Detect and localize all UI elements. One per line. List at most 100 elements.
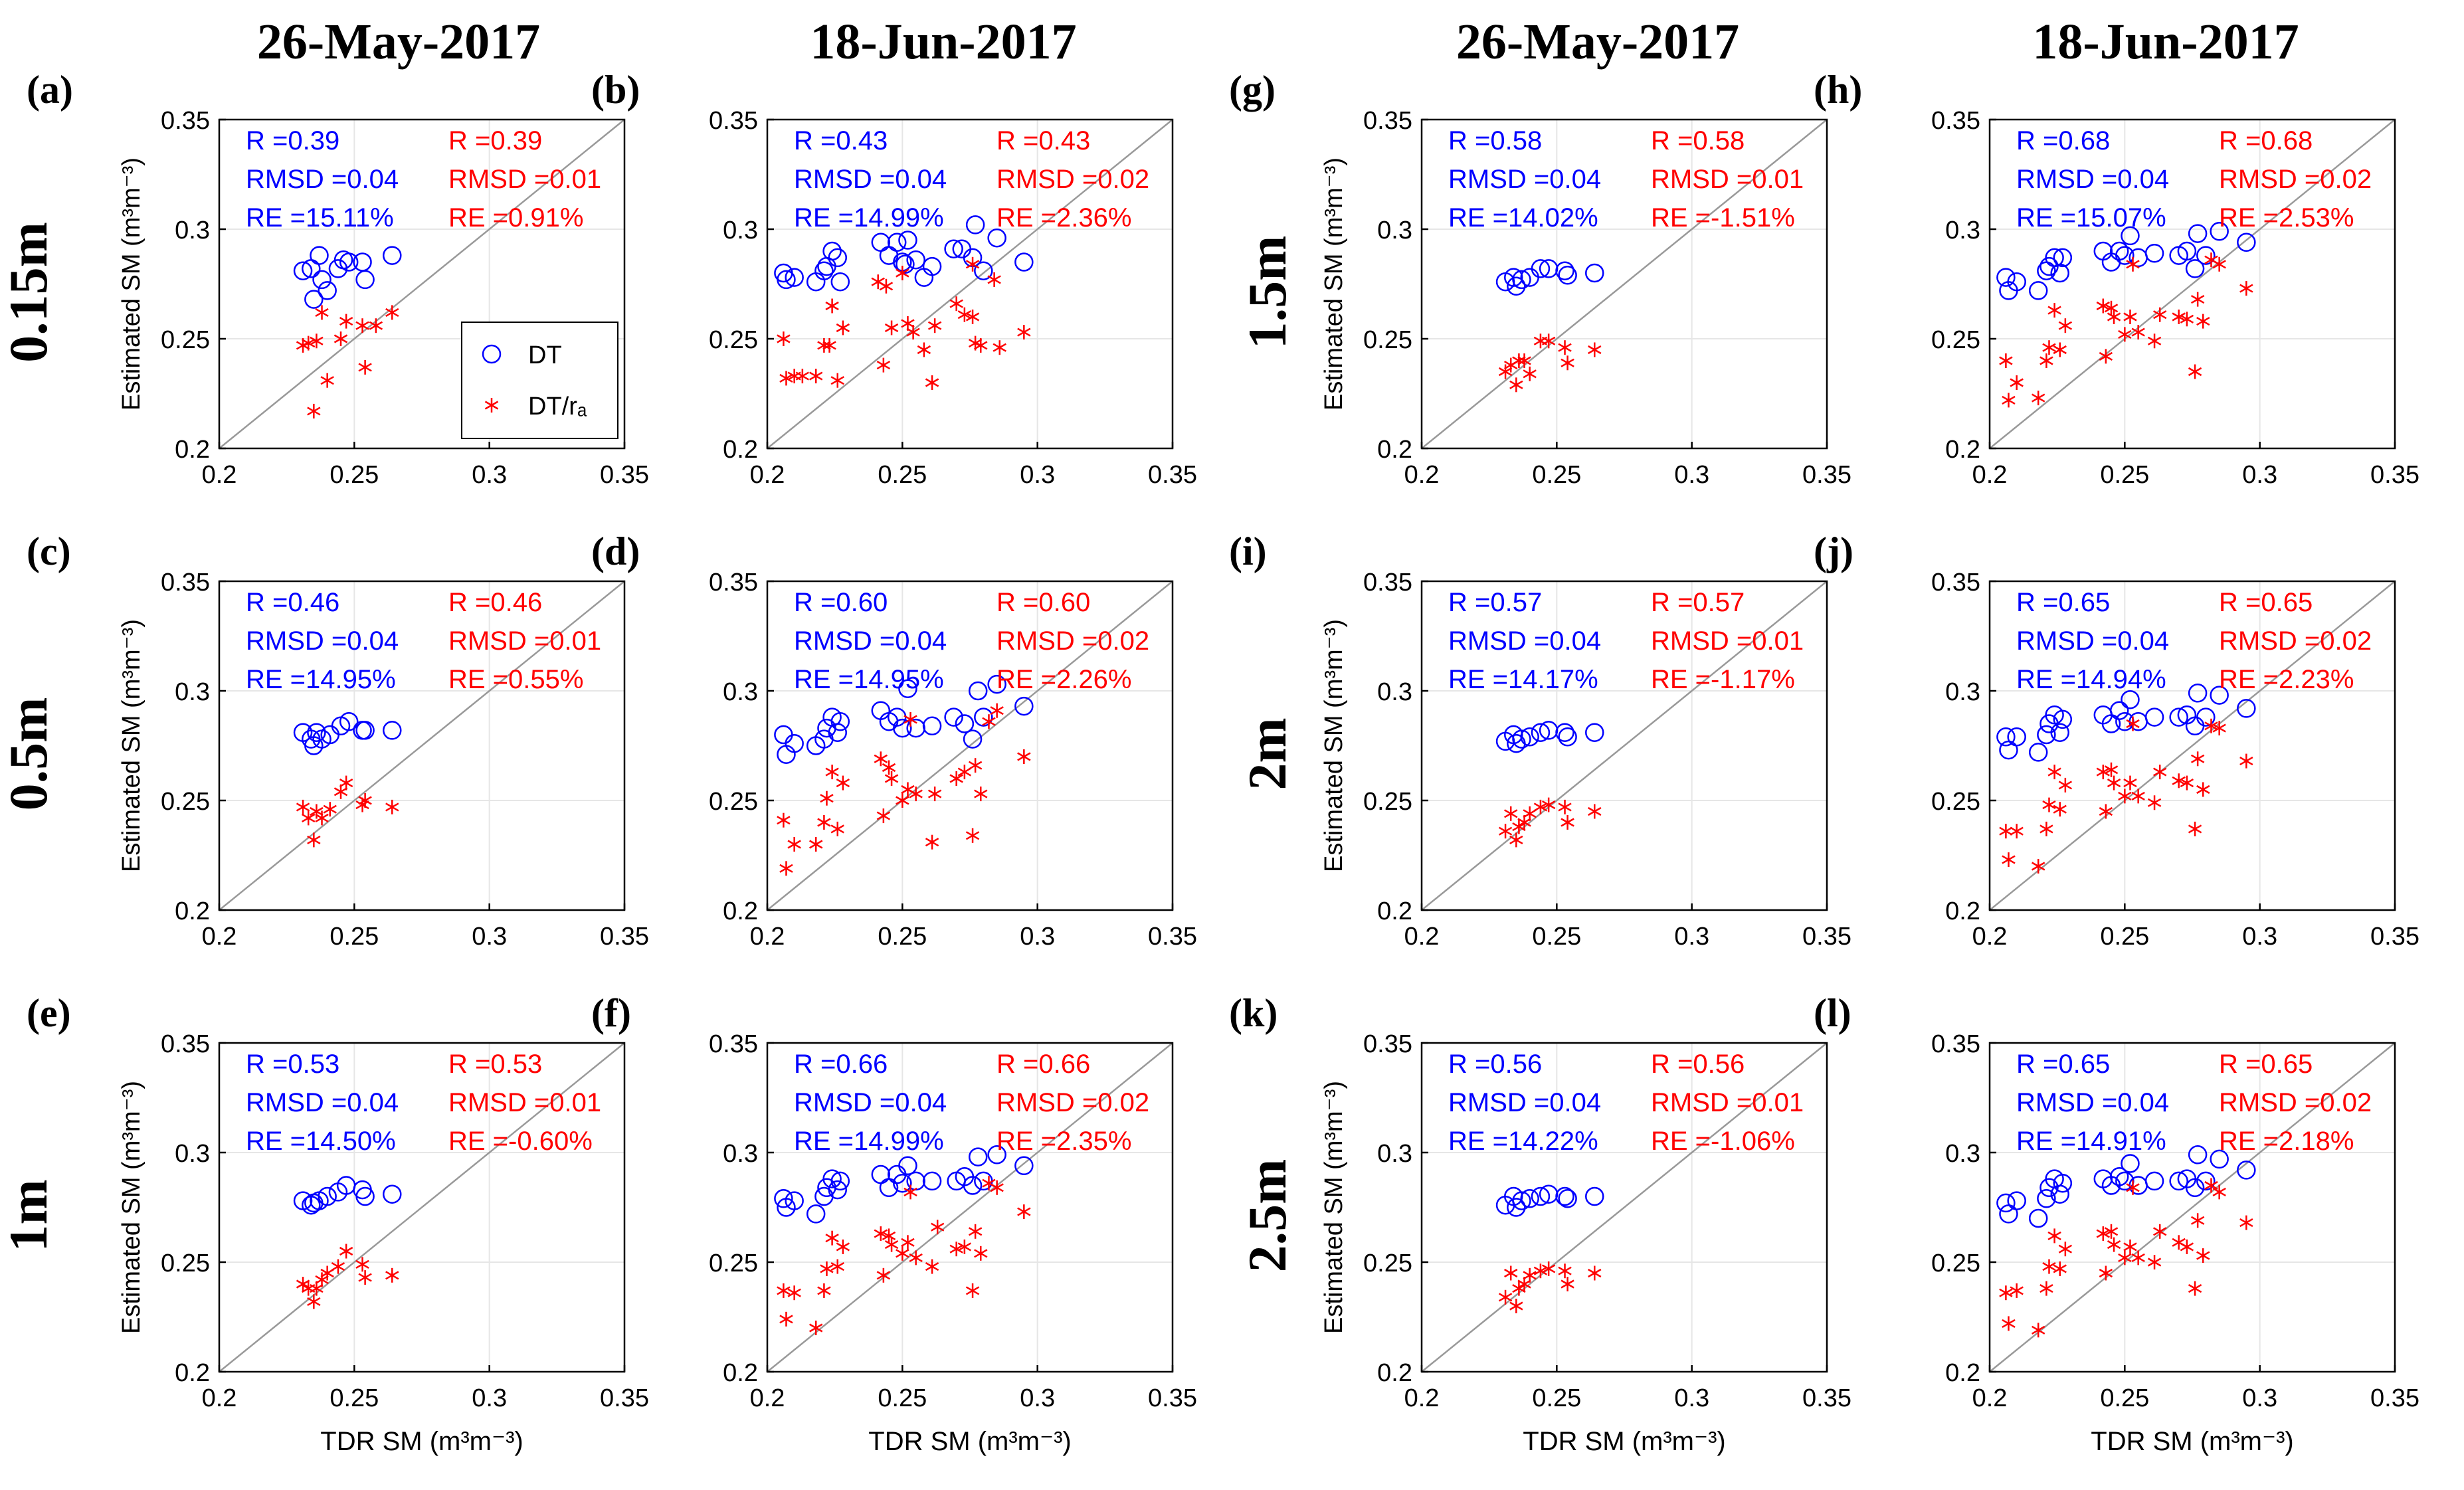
dtra-stat: RE =-1.06% [1651,1127,1795,1156]
dt-point [1996,727,2016,747]
asterisk-stroke [2002,855,2016,864]
asterisk-stroke [2039,1284,2053,1293]
x-tick-label: 0.35 [1148,461,1197,489]
dtra-stat: R =0.65 [2219,588,2313,617]
asterisk-stroke [871,277,885,286]
one-to-one-line [767,581,1173,911]
asterisk-stroke [2099,806,2113,816]
dt-point [1512,729,1531,749]
dt-point [339,711,359,731]
dtra-point [2039,1281,2053,1296]
asterisk-stroke [836,1242,850,1252]
dtra-point [982,714,996,729]
dt-point [355,721,375,740]
scatter-panel: (a) 0.20.2 0.25 0.25 0.3 0.3 0.35 0.35 Estimated… [27,68,649,489]
asterisk-stroke [949,774,963,783]
asterisk-stroke [296,802,310,812]
dt-point [2109,701,2129,720]
dtra-point [909,787,923,802]
asterisk-stroke [1498,1293,1513,1302]
y-tick-label: 0.35 [1363,1030,1412,1058]
dtra-point [927,318,942,333]
dtra-point [990,1180,1004,1195]
one-to-one-line [1421,119,1828,449]
dtra-stat: RMSD =0.01 [1651,626,1804,656]
dt-point [1585,263,1604,283]
asterisk-stroke [779,373,793,383]
x-tick-label: 0.35 [600,461,649,489]
asterisk-stroke [2188,824,2202,834]
dtra-point [896,266,909,280]
dtra-point [787,1285,801,1301]
dtra-point [2099,349,2113,364]
dt-point [830,272,850,292]
dtra-point [882,760,896,775]
dtra-point [296,1277,310,1291]
dtra-point [990,703,1004,718]
dtra-point [2042,340,2056,355]
dtra-point [1561,1277,1574,1291]
dt-point [828,1180,847,1200]
dtra-point [809,1321,823,1335]
dt-point [1014,1156,1034,1176]
dtra-point [2239,1215,2253,1230]
dtra-point [822,337,836,353]
dtra-point [871,274,885,290]
dt-point [822,241,842,261]
dtra-point [968,758,983,773]
dtra-point [1558,1263,1572,1279]
x-axis-label: TDR SM (m³m⁻³) [2091,1427,2293,1456]
y-tick-label: 0.35 [161,107,210,135]
asterisk-stroke [787,1288,801,1297]
dtra-point [817,1283,831,1298]
dtra-point [809,369,823,384]
dtra-point [1498,824,1513,839]
asterisk-stroke [385,308,399,317]
asterisk-stroke [2104,304,2119,313]
x-tick-label: 0.25 [330,1384,379,1412]
dtra-point [1588,342,1602,357]
asterisk-stroke [385,802,399,812]
dtra-point [879,278,894,294]
dt-point [2101,252,2121,272]
dtra-point [830,1259,844,1274]
dtra-point [2126,716,2140,731]
x-tick-label: 0.3 [472,923,507,951]
dt-stat: RMSD =0.04 [246,165,399,194]
asterisk-stroke [949,1244,963,1254]
x-tick-label: 0.2 [202,461,237,489]
dtra-point [974,337,988,353]
dtra-point [385,799,399,814]
x-tick-label: 0.35 [2370,461,2419,489]
asterisk-stroke [315,1275,329,1284]
asterisk-stroke [1017,327,1031,337]
dtra-point [296,799,310,814]
dtra-point [2032,859,2045,874]
dt-stat: RMSD =0.04 [794,1088,947,1117]
dt-stat: RE =14.91% [2016,1127,2166,1156]
dt-point [312,270,332,290]
asterisk-stroke [2239,284,2253,293]
dt-stat: R =0.68 [2016,126,2110,155]
dt-point [830,1171,850,1191]
asterisk-stroke [2188,1284,2202,1293]
dt-point [871,701,891,720]
asterisk-stroke [974,789,988,798]
y-tick-label: 0.25 [1931,326,1980,354]
dtra-stat: RE =-1.17% [1651,665,1795,694]
dtra-point [2039,353,2053,368]
dtra-stat: R =0.53 [448,1050,542,1079]
y-tick-label: 0.2 [1377,897,1412,925]
y-tick-label: 0.35 [1931,107,1980,135]
x-tick-label: 0.2 [1404,461,1440,489]
asterisk-stroke [1498,367,1513,377]
y-tick-label: 0.35 [161,569,210,597]
x-tick-label: 0.25 [878,1384,927,1412]
dt-point [822,1169,842,1188]
x-tick-label: 0.2 [750,461,785,489]
dtra-point [1512,353,1526,368]
y-tick-label: 0.35 [1363,569,1412,597]
dt-point [2028,743,2048,762]
dt-stat: RMSD =0.04 [246,1088,399,1117]
asterisk-stroke [990,706,1004,715]
